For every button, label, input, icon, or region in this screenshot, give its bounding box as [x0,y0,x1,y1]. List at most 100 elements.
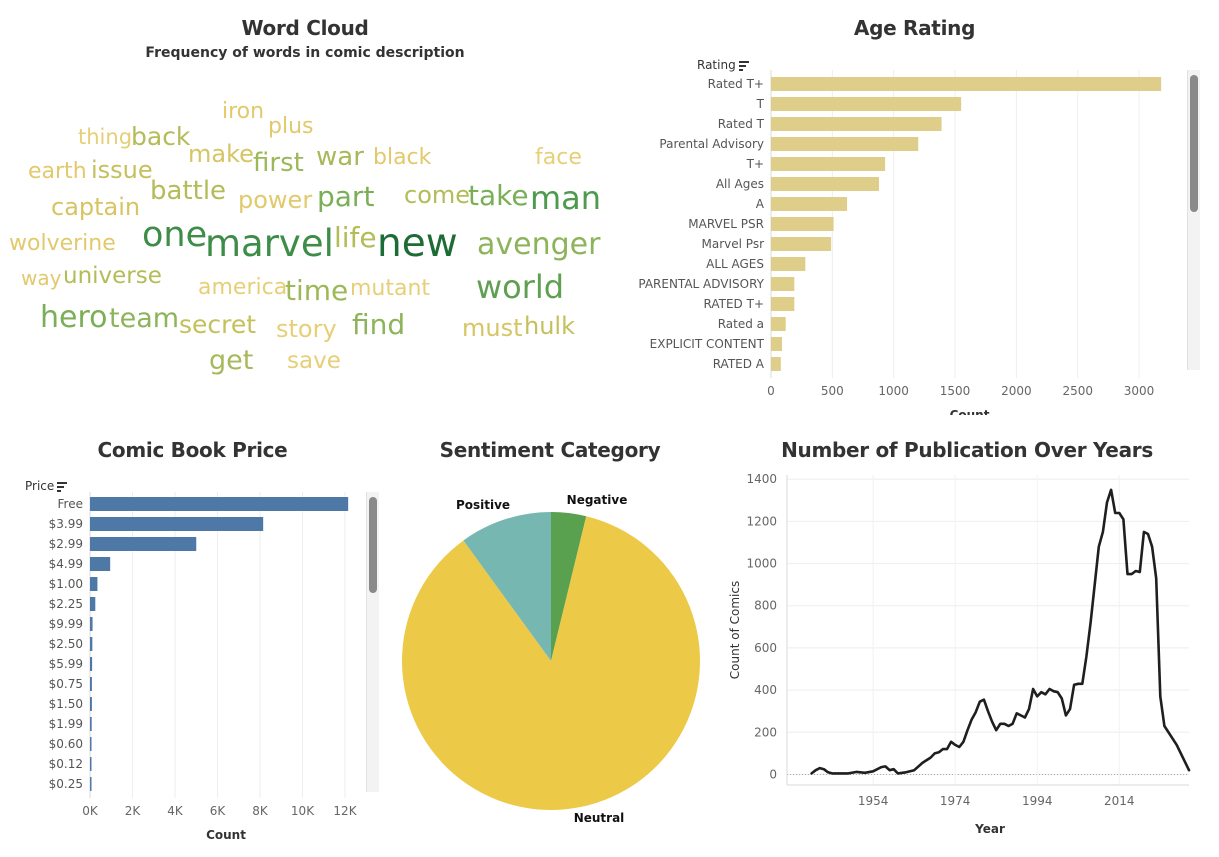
word-cloud-word: issue [91,156,153,184]
comic-price-title: Comic Book Price [97,438,288,462]
bar [90,757,92,771]
tick-label: 0K [82,804,99,818]
word-cloud-word: wolverine [9,231,116,256]
category-label: Free [58,497,83,511]
bar [771,317,786,331]
sentiment-panel: Sentiment Category Negative Neutral Positi… [385,420,715,857]
word-cloud-word: life [334,221,377,254]
bar [771,197,848,211]
word-cloud-word: world [476,268,565,306]
category-label: RATED A [713,357,765,371]
y-tick-label: 1000 [746,557,777,571]
y-tick-label: 1400 [746,472,777,486]
rating-field-label: Rating [697,58,736,72]
word-cloud-word: one [142,215,208,255]
word-cloud-word: power [238,186,313,214]
comic-price-scrollbar[interactable] [366,492,379,792]
x-axis-title: Count [950,408,990,415]
bar [771,177,879,191]
word-cloud-word: iron [222,99,265,124]
word-cloud-word: thing [78,125,133,149]
bar [771,217,834,231]
word-cloud-word: new [377,221,458,266]
word-cloud-word: hero [40,300,108,335]
y-tick-label: 800 [754,599,777,613]
bar [771,77,1162,91]
sort-icon[interactable] [738,61,749,71]
tick-label: 500 [821,384,844,398]
word-cloud-word: part [317,180,375,213]
word-cloud-subtitle: Frequency of words in comic description [145,45,465,61]
bar [90,777,92,791]
word-cloud-word: get [209,345,254,376]
bar [771,257,806,271]
sentiment-title: Sentiment Category [439,438,661,462]
x-tick-label: 1954 [858,794,889,808]
pie-slice [402,516,700,810]
bar [90,617,93,631]
category-label: ALL AGES [706,257,764,271]
bar [90,737,92,751]
category-label: $4.99 [49,557,83,571]
category-label: $2.50 [49,637,83,651]
bar [771,297,795,311]
category-label: $1.00 [49,577,83,591]
category-label: Rated T [718,117,765,131]
bar [771,357,781,371]
bar [90,497,349,511]
rating-field-header[interactable]: Rating [697,58,749,72]
word-cloud-word: mutant [350,276,431,301]
word-cloud-word: captain [51,193,141,221]
word-cloud-word: battle [150,176,227,206]
word-cloud-word: avenger [477,227,601,262]
tick-label: 1500 [940,384,971,398]
comic-price-chart: Free $3.99 $2.99 $4.99 $1.00 $2.25 $9.99 $2.50 $… [49,492,358,842]
category-label: MARVEL PSR [688,217,764,231]
pie-slice [551,512,587,661]
word-cloud-word: back [131,122,191,151]
pie-slice-label: Neutral [574,811,625,825]
category-label: $3.99 [49,517,83,531]
bar [771,157,886,171]
word-cloud-word: story [276,315,337,343]
category-label: $5.99 [49,657,83,671]
word-cloud-word: hulk [524,312,575,340]
age-rating-scroll-thumb[interactable] [1190,75,1198,212]
category-label: Rated a [718,317,764,331]
comic-price-panel: Comic Book Price Price Free $3.99 $2.99 $4.… [0,420,385,857]
word-cloud-word: man [530,179,602,217]
category-label: $0.12 [49,757,83,771]
word-cloud-word: find [352,308,406,341]
word-cloud-word: secret [179,310,257,339]
word-cloud-word: come [404,181,471,209]
comic-price-scroll-thumb[interactable] [369,497,377,593]
word-cloud-word: team [109,303,180,334]
bar [771,117,942,131]
bar [90,537,197,551]
bar [90,657,93,671]
price-field-header[interactable]: Price [25,479,68,493]
publications-title: Number of Publication Over Years [781,438,1153,462]
category-label: Parental Advisory [659,137,764,151]
word-cloud-word: face [535,145,582,170]
word-cloud-word: must [462,314,523,342]
x-axis-title: Year [974,822,1005,836]
sentiment-pie-chart: Negative Neutral Positive [402,493,700,825]
word-cloud-word: take [468,179,529,212]
category-label: All Ages [716,177,764,191]
word-cloud-word: make [188,140,254,168]
category-label: $9.99 [49,617,83,631]
age-rating-scrollbar[interactable] [1187,70,1200,370]
bar [90,697,92,711]
category-label: RATED T+ [704,297,764,311]
sort-icon[interactable] [57,482,68,492]
bar [771,337,783,351]
pie-slice-label: Negative [567,493,628,507]
category-label: $2.25 [49,597,83,611]
publication-line [810,488,1191,775]
tick-label: 6K [210,804,227,818]
category-label: T+ [746,157,764,171]
category-label: $2.99 [49,537,83,551]
age-rating-panel: Age Rating Rating Rated T+ T Rated T Parent… [610,0,1219,420]
word-cloud-word: first [253,148,304,178]
